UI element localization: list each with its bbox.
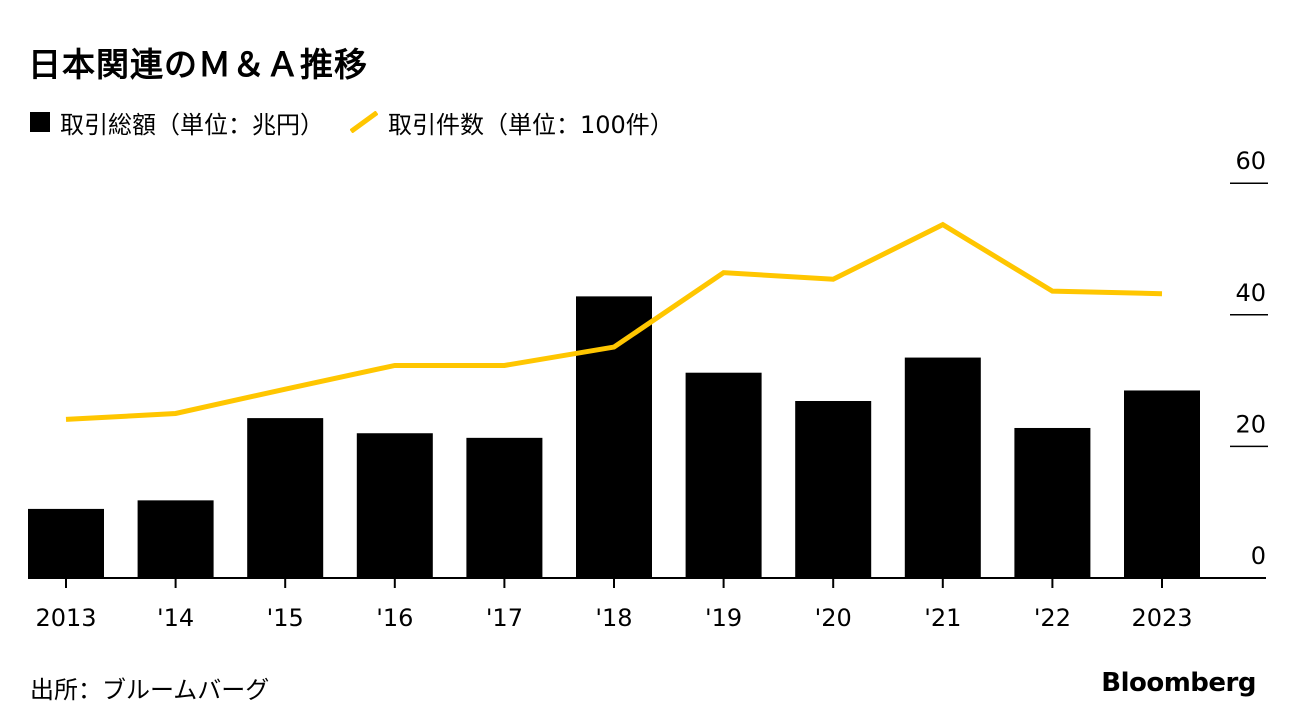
legend-swatch-bar-icon	[30, 112, 50, 132]
y-tick-label-3: 0	[1251, 542, 1266, 570]
bar-series	[28, 296, 1200, 578]
x-axis-labels: 2013 '14 '15 '16 '17 '18 '19 '20 '21 '22 2023	[35, 604, 1192, 632]
bar-2	[247, 418, 324, 578]
legend-item-count: 取引件数（単位：100件）	[324, 105, 674, 140]
y-axis-labels: 60 40 20 0	[1235, 147, 1266, 570]
bar-6	[685, 372, 762, 578]
x-tick-label-10: 2023	[1131, 604, 1192, 632]
bar-7	[795, 400, 872, 578]
bar-9	[1014, 427, 1091, 578]
chart-axes	[28, 182, 1268, 588]
line-series	[65, 221, 1163, 422]
x-tick-label-9: '22	[1034, 604, 1071, 632]
x-tick-label-4: '17	[486, 604, 523, 632]
y-tick-label-0: 60	[1235, 147, 1266, 175]
bar-1	[137, 500, 214, 578]
x-tick-label-6: '19	[705, 604, 742, 632]
x-tick-label-8: '21	[924, 604, 961, 632]
x-tick-label-1: '14	[157, 604, 194, 632]
legend: 取引総額（単位：兆円） 取引件数（単位：100件）	[30, 104, 674, 140]
y-tick-label-1: 40	[1235, 279, 1266, 307]
chart-title: 日本関連のＭ＆Ａ推移	[28, 45, 368, 84]
bar-10	[1124, 390, 1200, 578]
legend-item-amount: 取引総額（単位：兆円）	[30, 105, 324, 140]
x-tick-label-7: '20	[815, 604, 852, 632]
bar-4	[466, 437, 543, 578]
source-note: 出所：ブルームバーグ	[30, 676, 270, 704]
bar-3	[356, 433, 433, 578]
legend-label-count: 取引件数（単位：100件）	[388, 110, 674, 139]
legend-swatch-line-icon	[350, 111, 378, 133]
x-tick-label-3: '16	[376, 604, 413, 632]
x-tick-label-2: '15	[267, 604, 304, 632]
x-tick-label-5: '18	[595, 604, 632, 632]
legend-label-amount: 取引総額（単位：兆円）	[60, 110, 324, 139]
x-tick-label-0: 2013	[35, 604, 96, 632]
bar-8	[904, 357, 981, 578]
bar-0	[28, 508, 104, 578]
bar-5	[576, 296, 652, 578]
y-tick-label-2: 20	[1235, 410, 1266, 438]
bloomberg-logo: Bloomberg	[1101, 668, 1256, 698]
